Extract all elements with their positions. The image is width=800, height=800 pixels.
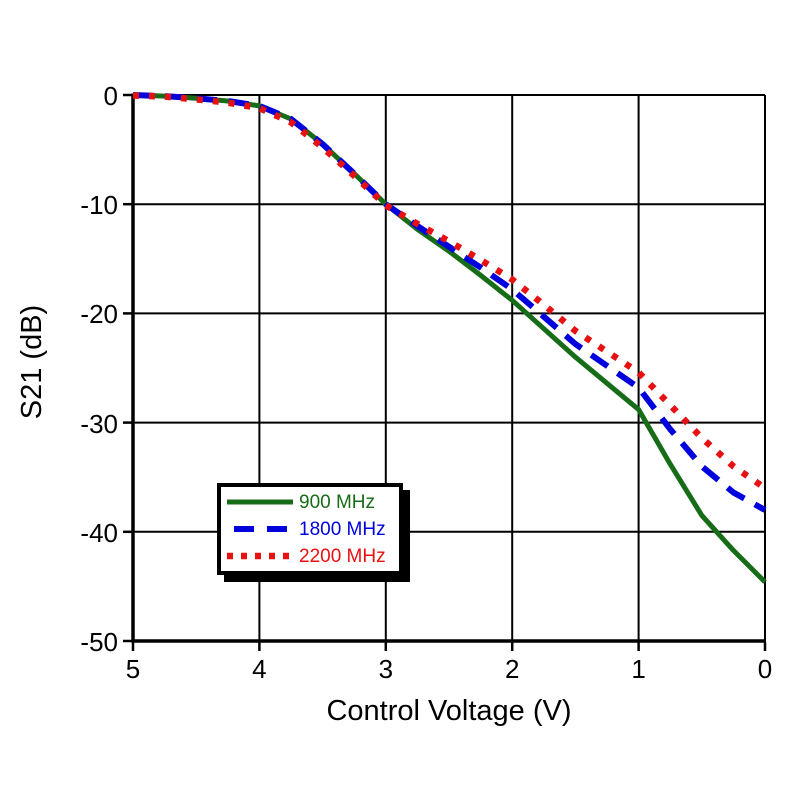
y-axis-title: S21 (dB)	[16, 304, 48, 420]
legend-line-dotted-icon	[227, 552, 293, 560]
y-tick-label: -40	[80, 517, 118, 548]
legend-label-900mhz: 900 MHz	[299, 491, 376, 513]
y-tick-label: -30	[80, 408, 118, 439]
x-tick-label: 1	[631, 654, 646, 684]
legend-item-2200mhz: 2200 MHz	[227, 544, 399, 568]
legend-label-1800mhz: 1800 MHz	[299, 518, 386, 540]
y-tick-label: -10	[80, 190, 118, 221]
legend-item-900mhz: 900 MHz	[227, 490, 399, 514]
y-tick-label: 0	[103, 81, 118, 111]
x-axis-title: Control Voltage (V)	[326, 695, 572, 727]
y-tick-label: -20	[80, 299, 118, 330]
series-line-1800mhz	[132, 92, 767, 513]
legend-label-2200mhz: 2200 MHz	[299, 545, 386, 567]
x-tick-label: 5	[125, 654, 141, 684]
y-tick-label: -50	[80, 627, 118, 657]
x-tick-label: 3	[378, 654, 394, 684]
legend-line-solid-icon	[227, 499, 293, 505]
legend-item-1800mhz: 1800 MHz	[227, 517, 399, 541]
legend-line-dashed-icon	[227, 526, 293, 532]
x-tick-label: 4	[252, 654, 267, 684]
x-tick-label: 0	[757, 654, 773, 684]
legend: 900 MHz 1800 MHz 2200 MHz	[217, 483, 403, 575]
x-tick-label: 2	[504, 654, 520, 684]
